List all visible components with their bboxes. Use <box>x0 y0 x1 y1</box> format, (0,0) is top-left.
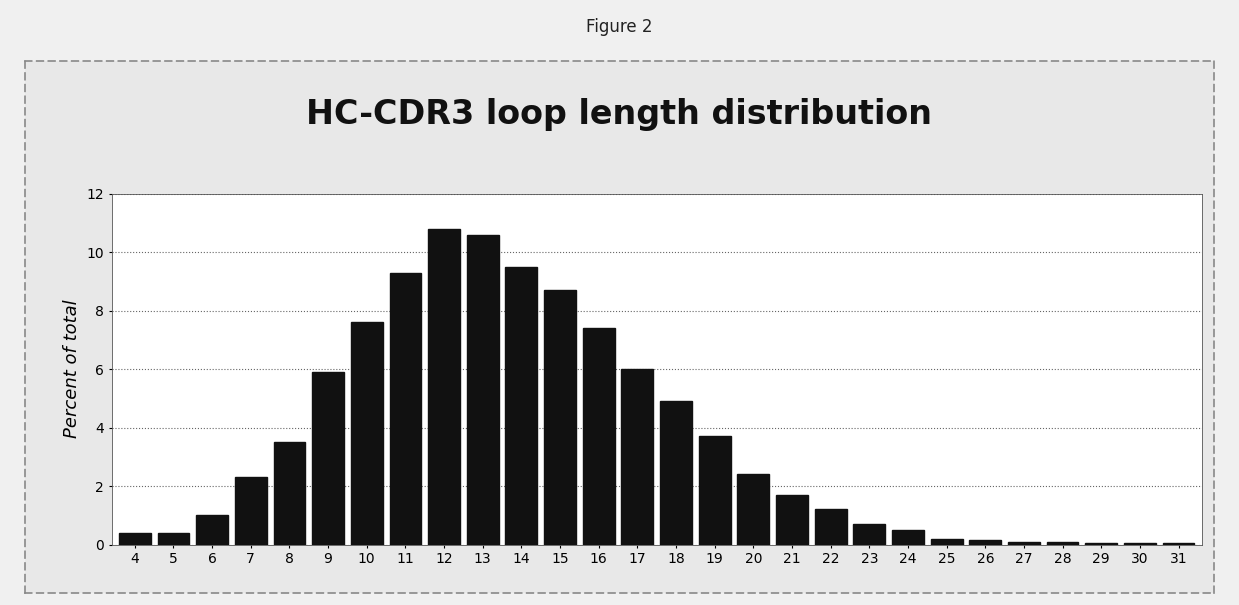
Bar <box>699 436 731 544</box>
Bar <box>1162 543 1194 544</box>
Y-axis label: Percent of total: Percent of total <box>63 299 81 439</box>
Bar <box>429 229 460 544</box>
Bar <box>737 474 769 544</box>
Bar <box>235 477 266 544</box>
Bar <box>196 515 228 545</box>
Bar <box>506 267 538 544</box>
Bar <box>582 328 615 544</box>
Bar <box>351 322 383 544</box>
Bar <box>1009 541 1040 544</box>
Bar <box>157 533 190 544</box>
Bar <box>930 538 963 544</box>
Bar <box>969 540 1001 544</box>
Bar <box>467 235 498 544</box>
Bar <box>776 495 808 544</box>
Bar <box>312 372 344 544</box>
Bar <box>622 369 653 544</box>
Bar <box>815 509 846 544</box>
Bar <box>892 530 924 544</box>
Bar <box>544 290 576 544</box>
Text: HC-CDR3 loop length distribution: HC-CDR3 loop length distribution <box>306 98 933 131</box>
Bar <box>1047 541 1078 544</box>
Text: Figure 2: Figure 2 <box>586 18 653 36</box>
Bar <box>854 524 885 544</box>
Bar <box>1124 543 1156 544</box>
Bar <box>119 533 151 544</box>
Bar <box>389 272 421 544</box>
Bar <box>660 401 691 544</box>
Bar <box>1085 543 1118 544</box>
Bar <box>274 442 305 544</box>
